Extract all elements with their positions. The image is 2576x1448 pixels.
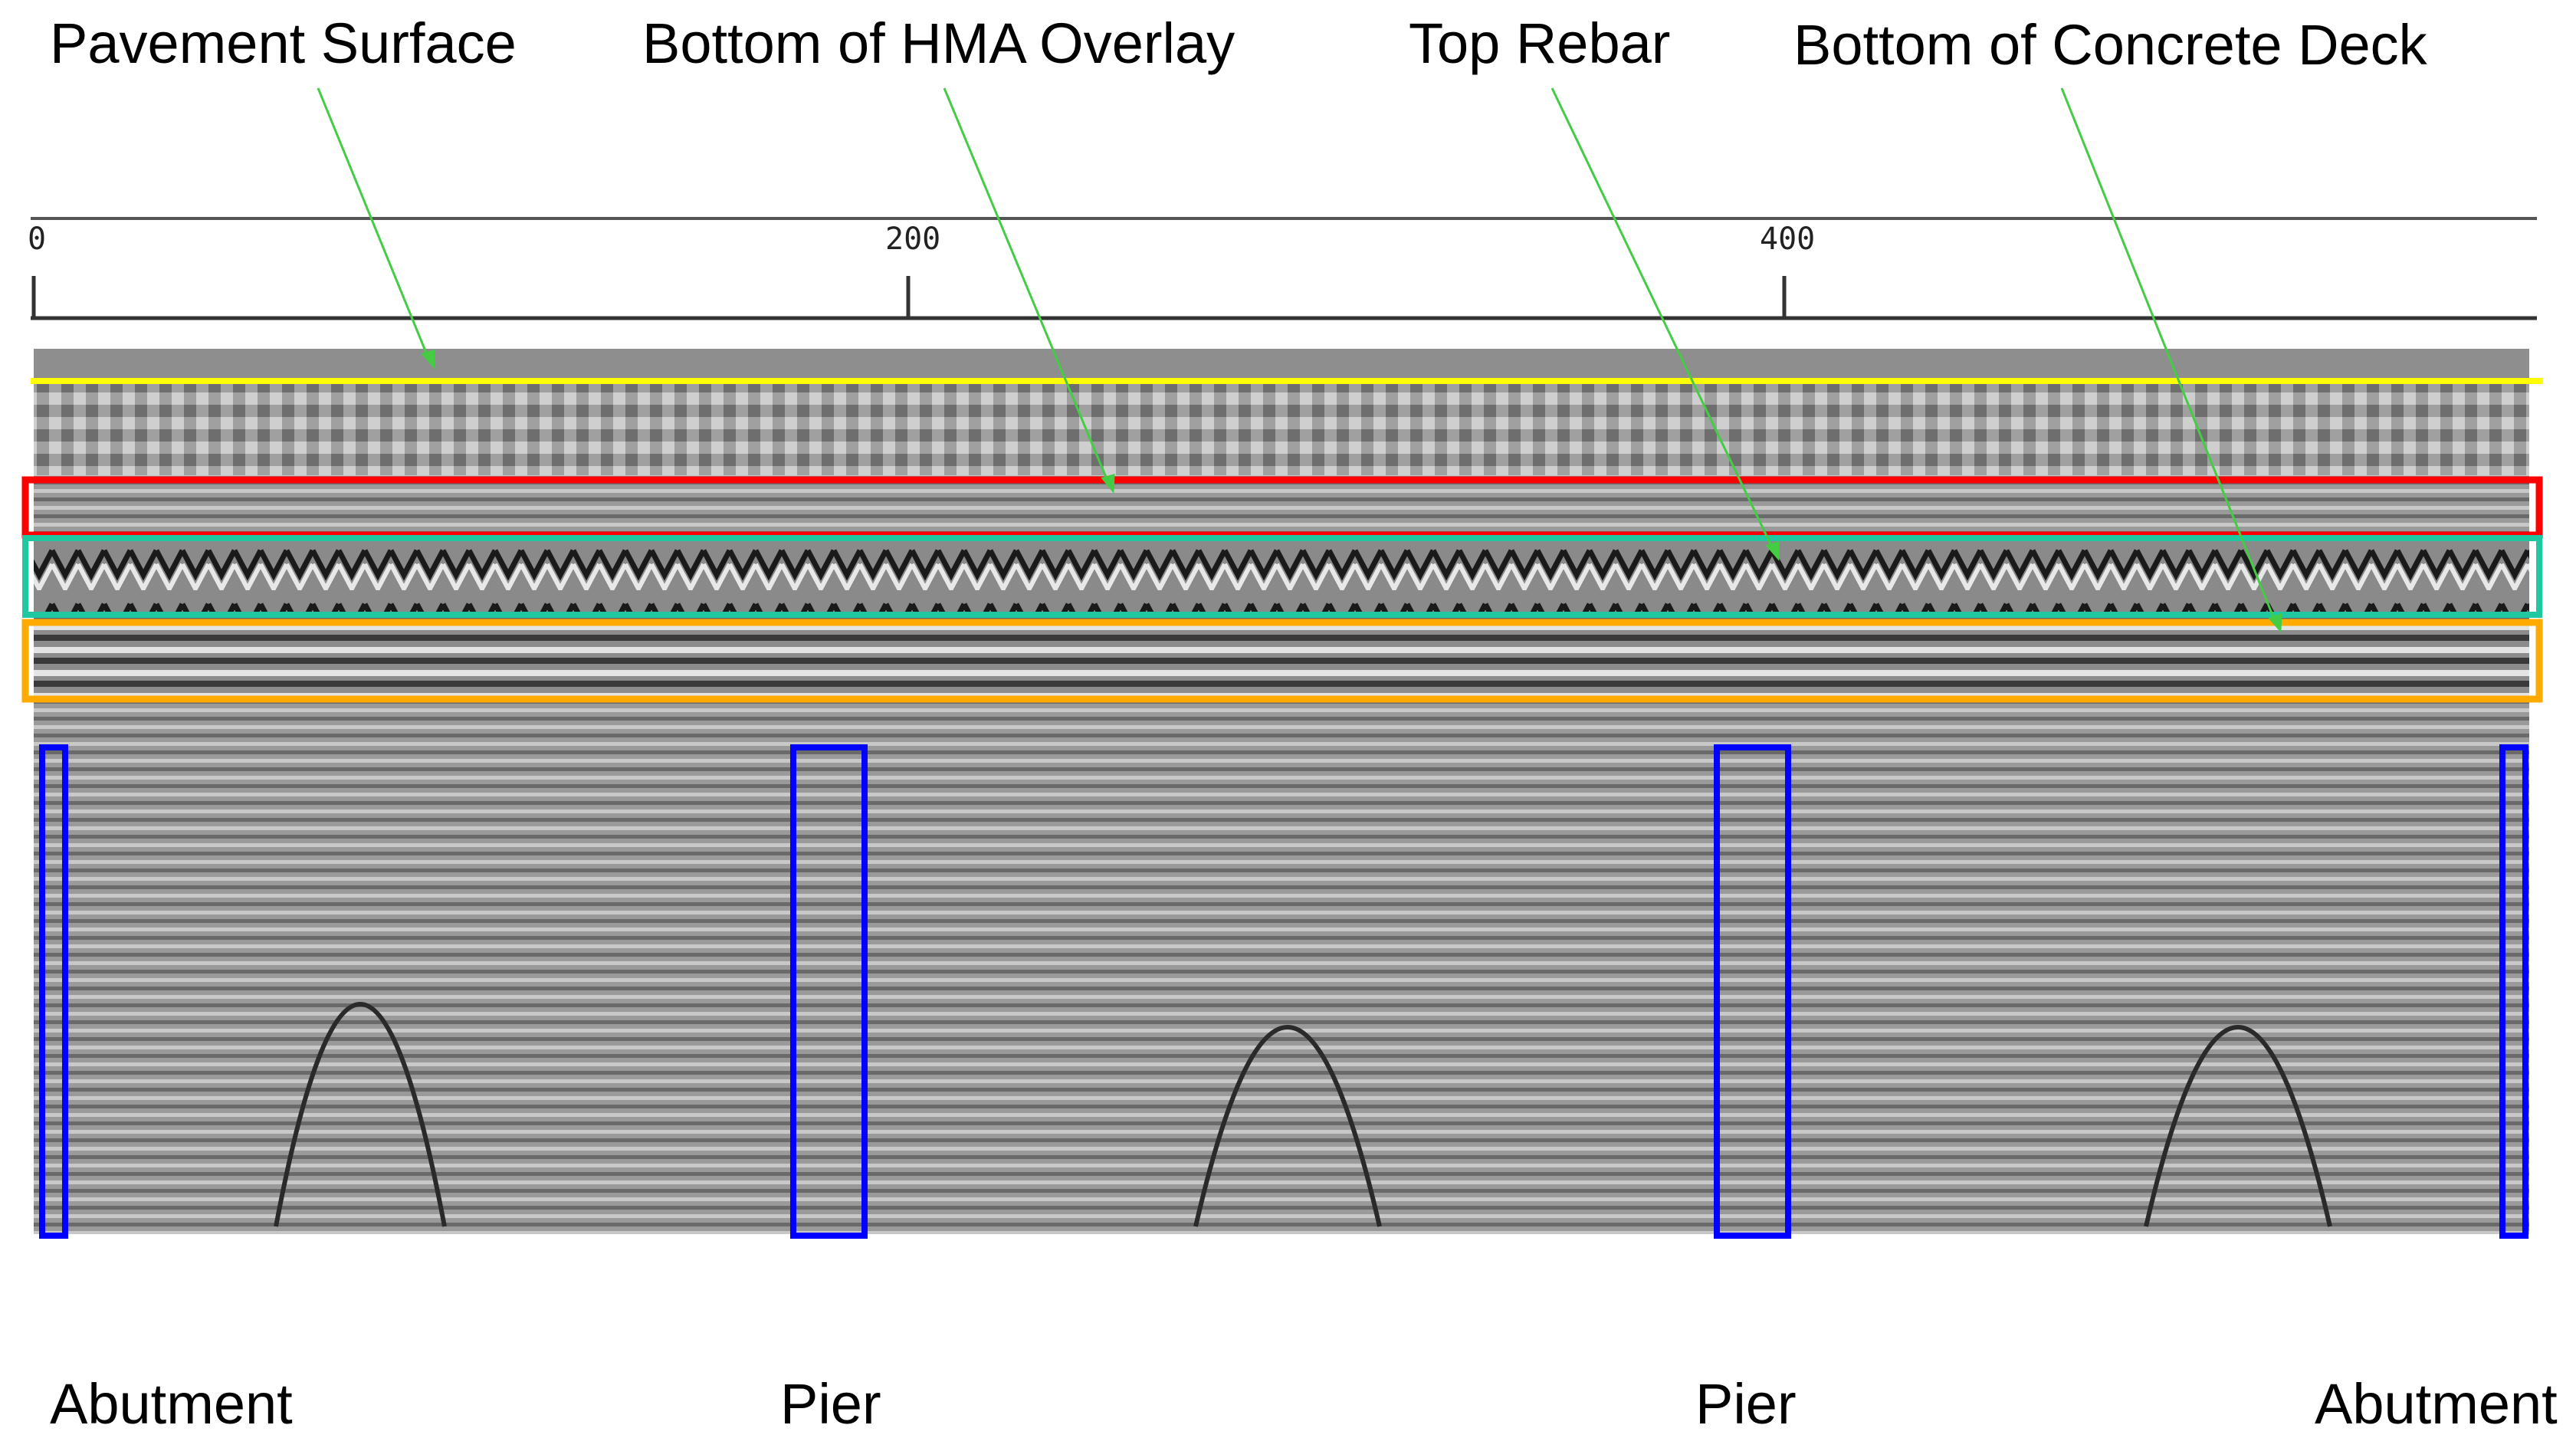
top-rebar-box <box>22 535 2542 618</box>
radargram-hma-band <box>34 383 2529 475</box>
leader-lines <box>317 87 2282 633</box>
radargram-air-band <box>34 349 2529 379</box>
radargram <box>34 349 2529 1234</box>
leader-top-rebar-arrow <box>1765 541 1780 561</box>
label-top-rebar: Top Rebar <box>1409 11 1671 75</box>
label-pier-2: Pier <box>1695 1372 1797 1436</box>
radargram-background <box>34 349 2529 1234</box>
scale-tick-label-200: 200 <box>885 222 940 257</box>
label-abutment-right: Abutment <box>2315 1372 2558 1436</box>
label-pier-1: Pier <box>780 1372 881 1436</box>
leader-concrete-deck <box>2060 87 2278 625</box>
label-bottom-hma-overlay: Bottom of HMA Overlay <box>642 11 1235 75</box>
leader-concrete-deck-arrow <box>2268 612 2282 633</box>
leader-pavement-surface <box>317 87 431 361</box>
scale-tick-label-0: 0 <box>28 222 46 257</box>
radargram-hyperbola-3 <box>2144 1025 2332 1227</box>
pier-1-box <box>790 744 868 1239</box>
radargram-hyperbola-2 <box>1193 1025 1382 1227</box>
pier-2-box <box>1714 744 1791 1239</box>
label-abutment-left: Abutment <box>50 1372 293 1436</box>
leader-bottom-hma-arrow <box>1101 473 1115 494</box>
distance-scale: 0 200 400 <box>28 217 2537 320</box>
leader-pavement-surface-arrow <box>421 350 435 369</box>
abutment-right-box <box>2499 744 2528 1239</box>
label-bottom-concrete-deck: Bottom of Concrete Deck <box>1793 13 2427 77</box>
leader-bottom-hma <box>943 87 1111 485</box>
abutment-left-box <box>39 744 68 1239</box>
radargram-hyperbola-1 <box>274 1002 447 1227</box>
label-pavement-surface: Pavement Surface <box>50 11 517 75</box>
concrete-deck-box <box>21 619 2543 703</box>
radargram-deck-band <box>34 625 2529 698</box>
scale-tick-label-400: 400 <box>1760 222 1815 257</box>
radargram-rebar-band <box>34 540 2529 617</box>
leader-top-rebar <box>1551 87 1776 553</box>
